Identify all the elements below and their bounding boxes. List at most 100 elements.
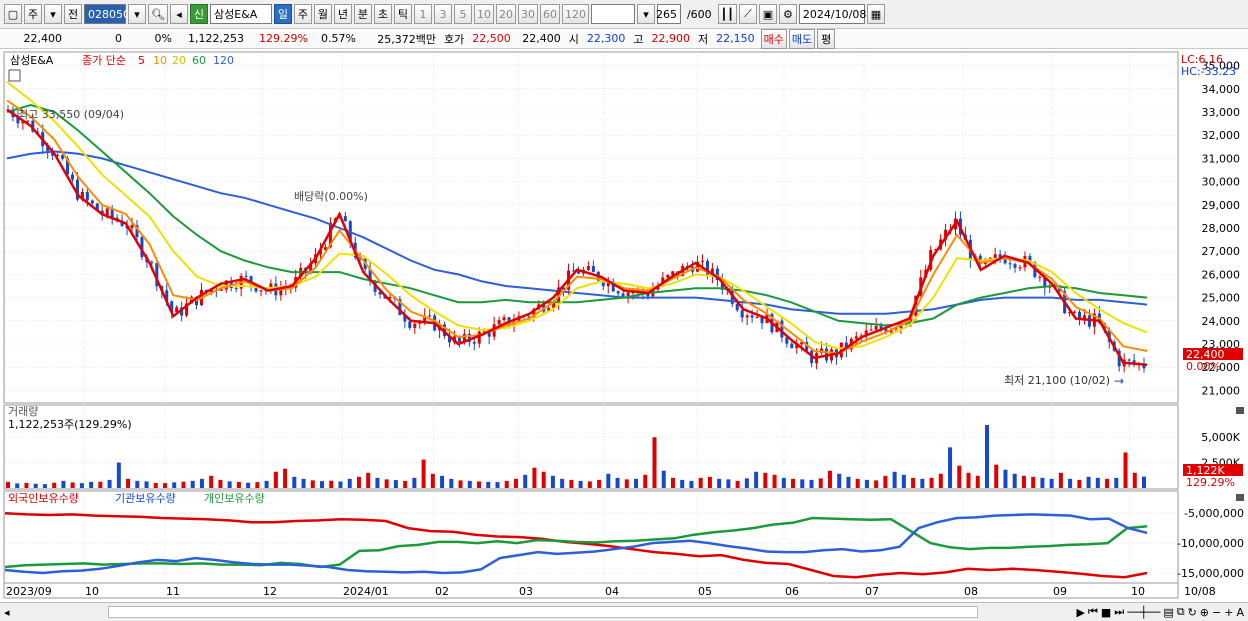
period-second[interactable]: 초 bbox=[373, 4, 392, 24]
minute-60[interactable]: 60 bbox=[539, 4, 560, 24]
candle-down bbox=[90, 200, 94, 204]
price-tick-label: 33,000 bbox=[1202, 106, 1241, 119]
stop-icon[interactable]: ■ bbox=[1100, 605, 1112, 619]
period-year[interactable]: 년 bbox=[333, 4, 352, 24]
custom-period-dropdown-icon[interactable]: ▾ bbox=[636, 4, 655, 24]
custom-period-input[interactable] bbox=[590, 4, 635, 24]
volume-bar bbox=[347, 478, 352, 488]
zoom-out-icon[interactable]: − bbox=[1212, 605, 1222, 619]
date-input[interactable]: 2024/10/08 bbox=[798, 4, 866, 24]
stock-name-field[interactable]: 삼성E&A bbox=[209, 4, 272, 24]
volume-bar bbox=[652, 437, 657, 488]
candle-up bbox=[993, 254, 997, 258]
candle-up bbox=[105, 208, 109, 216]
volume-bar bbox=[1123, 452, 1128, 488]
chevron-down-icon[interactable]: ▾ bbox=[44, 4, 62, 24]
candle-up bbox=[988, 257, 992, 259]
chart-area[interactable]: 35,000 34,000 33,000 32,000 31,000 30,000 29,0… bbox=[0, 50, 1248, 602]
prev-button[interactable]: 전 bbox=[64, 4, 82, 24]
candle-up bbox=[269, 283, 273, 291]
volume-bar bbox=[1003, 469, 1008, 488]
search-icon[interactable]: 🔍︎ bbox=[148, 4, 168, 24]
volume-bar bbox=[1049, 478, 1054, 488]
period-tick[interactable]: 틱 bbox=[393, 4, 412, 24]
minute-10[interactable]: 10 bbox=[473, 4, 494, 24]
minute-5[interactable]: 5 bbox=[453, 4, 472, 24]
ma60-line bbox=[6, 103, 1148, 327]
volume-bar bbox=[1077, 479, 1082, 488]
candle-icon[interactable]: ┃┃ bbox=[717, 4, 737, 24]
refresh-icon[interactable]: ↻ bbox=[1187, 605, 1197, 619]
save-icon[interactable]: ▣ bbox=[758, 4, 777, 24]
minute-30[interactable]: 30 bbox=[517, 4, 538, 24]
text-size-icon[interactable]: A bbox=[1236, 605, 1244, 619]
window-icon[interactable]: ▢ bbox=[4, 4, 22, 24]
minute-20[interactable]: 20 bbox=[495, 4, 516, 24]
stock-code-input[interactable]: 028050 bbox=[84, 4, 130, 24]
plus-icon[interactable]: + bbox=[1224, 605, 1234, 619]
candle-up bbox=[532, 309, 536, 317]
zoom-in-icon[interactable]: ⊕ bbox=[1199, 605, 1210, 619]
period-day[interactable]: 일 bbox=[273, 4, 292, 24]
volume-bar bbox=[1105, 478, 1110, 488]
play-icon[interactable]: ▶ bbox=[1076, 605, 1085, 619]
candle-down bbox=[740, 310, 744, 318]
trade-amount: 25,372백만 bbox=[377, 32, 436, 46]
volume-panel-close-icon[interactable] bbox=[1236, 407, 1244, 414]
new-badge[interactable]: 신 bbox=[189, 4, 208, 24]
code-dropdown-icon[interactable]: ▾ bbox=[128, 4, 146, 24]
scroll-left-icon[interactable]: ◂ bbox=[4, 605, 10, 619]
volume-bar bbox=[356, 476, 361, 488]
minute-3[interactable]: 3 bbox=[433, 4, 452, 24]
line-tool-icon[interactable]: ⟋ bbox=[738, 4, 757, 24]
price-tick-label: 29,000 bbox=[1202, 199, 1241, 212]
gear-icon[interactable]: ⚙ bbox=[778, 4, 797, 24]
calendar-icon[interactable]: ▦ bbox=[866, 4, 885, 24]
volume-bar bbox=[809, 479, 814, 488]
volume-current-tag bbox=[1183, 464, 1243, 476]
copy-icon[interactable]: ⧉ bbox=[1176, 605, 1185, 618]
horizontal-scrollbar[interactable] bbox=[108, 606, 979, 618]
candle-down bbox=[70, 174, 74, 180]
price-layer bbox=[6, 81, 1148, 373]
holdings-panel-close-icon[interactable] bbox=[1236, 494, 1244, 501]
period-week[interactable]: 주 bbox=[293, 4, 312, 24]
current-pct-tag-text: 0.00% bbox=[1186, 360, 1221, 373]
toolbar: ▢ 주 ▾ 전 028050 ▾ 🔍︎ ◂ 신 삼성E&A 일 주 월 년 분 … bbox=[0, 0, 1248, 29]
x-tick-label: 10 bbox=[85, 585, 99, 598]
chart-svg[interactable]: 35,000 34,000 33,000 32,000 31,000 30,000 29,0… bbox=[0, 50, 1248, 602]
period-minute[interactable]: 분 bbox=[353, 4, 372, 24]
volume-bar bbox=[375, 477, 380, 488]
layout-icon[interactable]: ▤ bbox=[1163, 605, 1174, 619]
sell-button[interactable]: 매도 bbox=[788, 28, 816, 49]
volume-bar bbox=[763, 472, 768, 488]
count-input[interactable]: 265 bbox=[656, 4, 681, 24]
candle-up bbox=[606, 281, 610, 287]
volume-bar bbox=[837, 473, 842, 488]
volume-bar bbox=[199, 478, 204, 488]
evaluate-button[interactable]: 평 bbox=[817, 28, 836, 49]
rewind-icon[interactable]: ⏮ bbox=[1087, 605, 1098, 618]
candle-up bbox=[800, 342, 804, 345]
x-tick-label: 2024/01 bbox=[343, 585, 389, 598]
candle-up bbox=[1068, 312, 1072, 314]
volume-bar bbox=[283, 468, 288, 488]
minute-1[interactable]: 1 bbox=[413, 4, 432, 24]
nav-controls: ▶ ⏮ ■ ⏭ ──┼── ▤ ⧉ ↻ ⊕ − + A bbox=[1077, 605, 1244, 619]
candle-down bbox=[61, 154, 65, 159]
zoom-slider-icon[interactable]: ──┼── bbox=[1127, 605, 1161, 619]
fast-forward-icon[interactable]: ⏭ bbox=[1114, 605, 1125, 618]
legend-institution: 기관보유수량 bbox=[115, 492, 176, 505]
volume-bar bbox=[116, 462, 121, 488]
grid-toggle-icon[interactable] bbox=[8, 69, 21, 82]
buy-button[interactable]: 매수 bbox=[760, 28, 787, 49]
volume-bar bbox=[744, 478, 749, 488]
volume-bar bbox=[1142, 476, 1146, 488]
minute-120[interactable]: 120 bbox=[561, 4, 589, 24]
period-month[interactable]: 월 bbox=[313, 4, 332, 24]
volume-bar bbox=[754, 471, 759, 488]
candle-down bbox=[879, 326, 883, 330]
speaker-icon[interactable]: ◂ bbox=[169, 4, 188, 24]
volume-bar bbox=[236, 481, 241, 488]
type-menu-button[interactable]: 주 bbox=[24, 4, 42, 24]
